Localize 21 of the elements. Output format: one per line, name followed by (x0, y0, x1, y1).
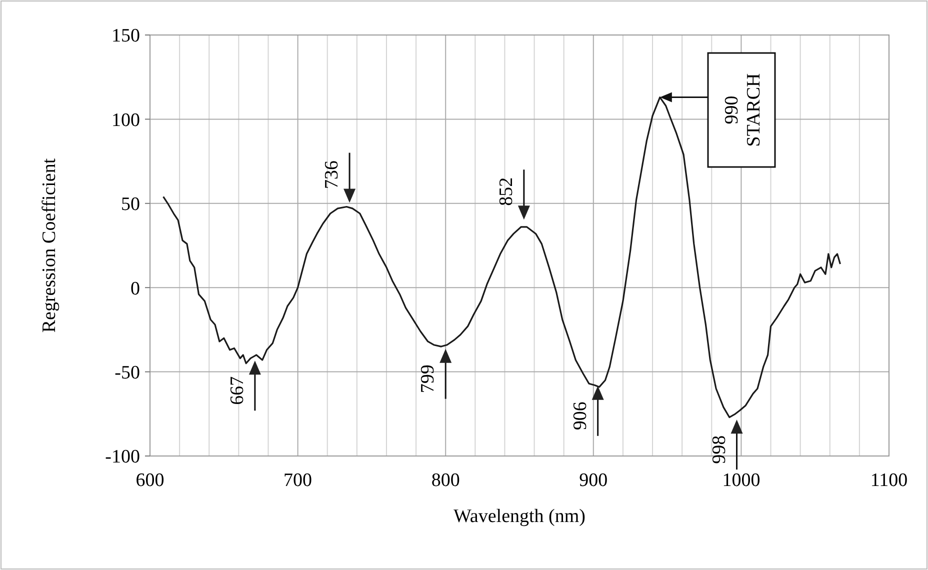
annotation: 667 (226, 376, 248, 405)
annotation: 998 (708, 435, 730, 464)
annotation: 799 (418, 364, 439, 394)
x-tick-label: 600 (136, 470, 164, 491)
annotation: 736 (322, 160, 343, 190)
annotation: 852 (496, 177, 517, 206)
y-tick-label: 50 (121, 194, 140, 216)
annotation: 990 STARCH (722, 73, 764, 147)
x-tick-label: 1100 (870, 470, 908, 491)
y-tick-label: -100 (105, 446, 140, 468)
y-tick-label: 100 (112, 110, 140, 131)
x-tick-label: 900 (579, 470, 608, 491)
y-axis-title: Regression Coefficient (39, 158, 60, 333)
y-tick-label: -50 (114, 362, 140, 384)
x-tick-label: 800 (431, 470, 460, 491)
y-tick-label: 0 (130, 278, 140, 300)
y-tick-label: 150 (112, 26, 140, 47)
x-tick-label: 700 (284, 470, 312, 491)
x-tick-label: 1000 (722, 470, 760, 491)
x-axis-title: Wavelength (nm) (454, 506, 586, 527)
annotation: 906 (570, 402, 591, 430)
